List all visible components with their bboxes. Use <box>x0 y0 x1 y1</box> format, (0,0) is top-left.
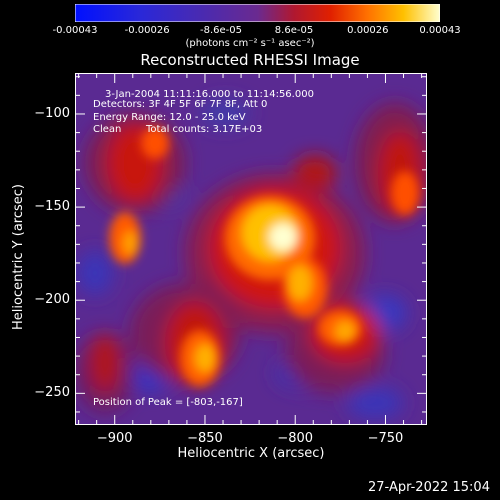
y-tick-label: −150 <box>34 199 70 215</box>
heatmap-plot <box>75 73 427 425</box>
colorbar-tick-label: -0.00026 <box>124 25 170 36</box>
x-axis-label: Heliocentric X (arcsec) <box>177 446 325 461</box>
x-tick-label: −900 <box>96 431 133 446</box>
annotation-peak: Position of Peak = [-803,-167] <box>93 397 243 408</box>
footer-timestamp: 27-Apr-2022 15:04 <box>368 480 490 495</box>
x-tick-label: −750 <box>367 431 404 446</box>
x-tick-label: −800 <box>277 431 314 446</box>
y-tick-label: −100 <box>34 105 70 121</box>
colorbar-tick-label: 0.00026 <box>347 25 389 36</box>
annotation-energy: Energy Range: 12.0 - 25.0 keV <box>93 112 246 123</box>
annotation-detectors: Detectors: 3F 4F 5F 6F 7F 8F, Att 0 <box>93 99 268 110</box>
colorbar-tick-label: -0.00043 <box>52 25 98 36</box>
annotation-clean: Clean <box>93 124 122 135</box>
axes <box>75 73 427 425</box>
colorbar-tick-label: 8.6e-05 <box>274 25 314 36</box>
colorbar-tick-label: 0.00043 <box>419 25 461 36</box>
y-tick-label: −200 <box>34 292 70 308</box>
heatmap-image <box>75 73 427 425</box>
plot-frame <box>75 73 427 425</box>
colorbar-unit-label: (photons cm⁻² s⁻¹ asec⁻²) <box>185 38 315 49</box>
colorbar-gradient <box>75 4 440 22</box>
colorbar-tick-label: -8.6e-05 <box>200 25 242 36</box>
annotation-time-range: 3-Jan-2004 11:11:16.000 to 11:14:56.000 <box>105 89 314 100</box>
y-tick-label: −250 <box>34 385 70 401</box>
annotation-counts: Total counts: 3.17E+03 <box>146 124 263 135</box>
chart-title: Reconstructed RHESSI Image <box>140 51 360 69</box>
x-tick-label: −850 <box>187 431 223 446</box>
